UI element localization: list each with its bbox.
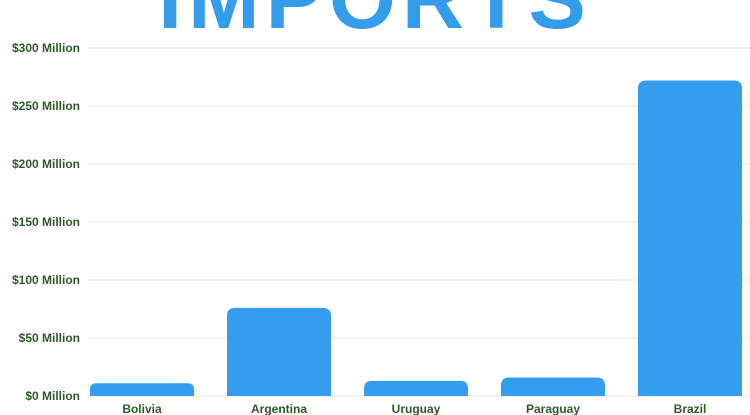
y-axis-ticks: $0 Million $50 Million $100 Million $150 Mi…	[12, 41, 80, 403]
y-tick-label: $200 Million	[12, 157, 80, 171]
x-tick-label: Brazil	[674, 402, 707, 415]
x-tick-label: Uruguay	[392, 402, 441, 415]
y-tick-label: $0 Million	[25, 389, 80, 403]
y-tick-label: $100 Million	[12, 273, 80, 287]
y-tick-label: $50 Million	[19, 331, 80, 345]
x-tick-label: Bolivia	[122, 402, 162, 415]
chart-title: IMPORTS	[0, 0, 750, 34]
y-tick-label: $300 Million	[12, 41, 80, 55]
bars	[90, 80, 742, 396]
y-tick-label: $250 Million	[12, 99, 80, 113]
bar-uruguay	[364, 380, 468, 396]
x-tick-label: Paraguay	[526, 402, 580, 415]
bar-brazil	[638, 80, 742, 396]
bar-argentina	[227, 307, 331, 396]
y-tick-label: $150 Million	[12, 215, 80, 229]
x-tick-label: Argentina	[251, 402, 307, 415]
x-axis-ticks: Bolivia Argentina Uruguay Paraguay Brazil	[122, 402, 706, 415]
bar-paraguay	[501, 377, 605, 396]
bar-bolivia	[90, 383, 194, 396]
